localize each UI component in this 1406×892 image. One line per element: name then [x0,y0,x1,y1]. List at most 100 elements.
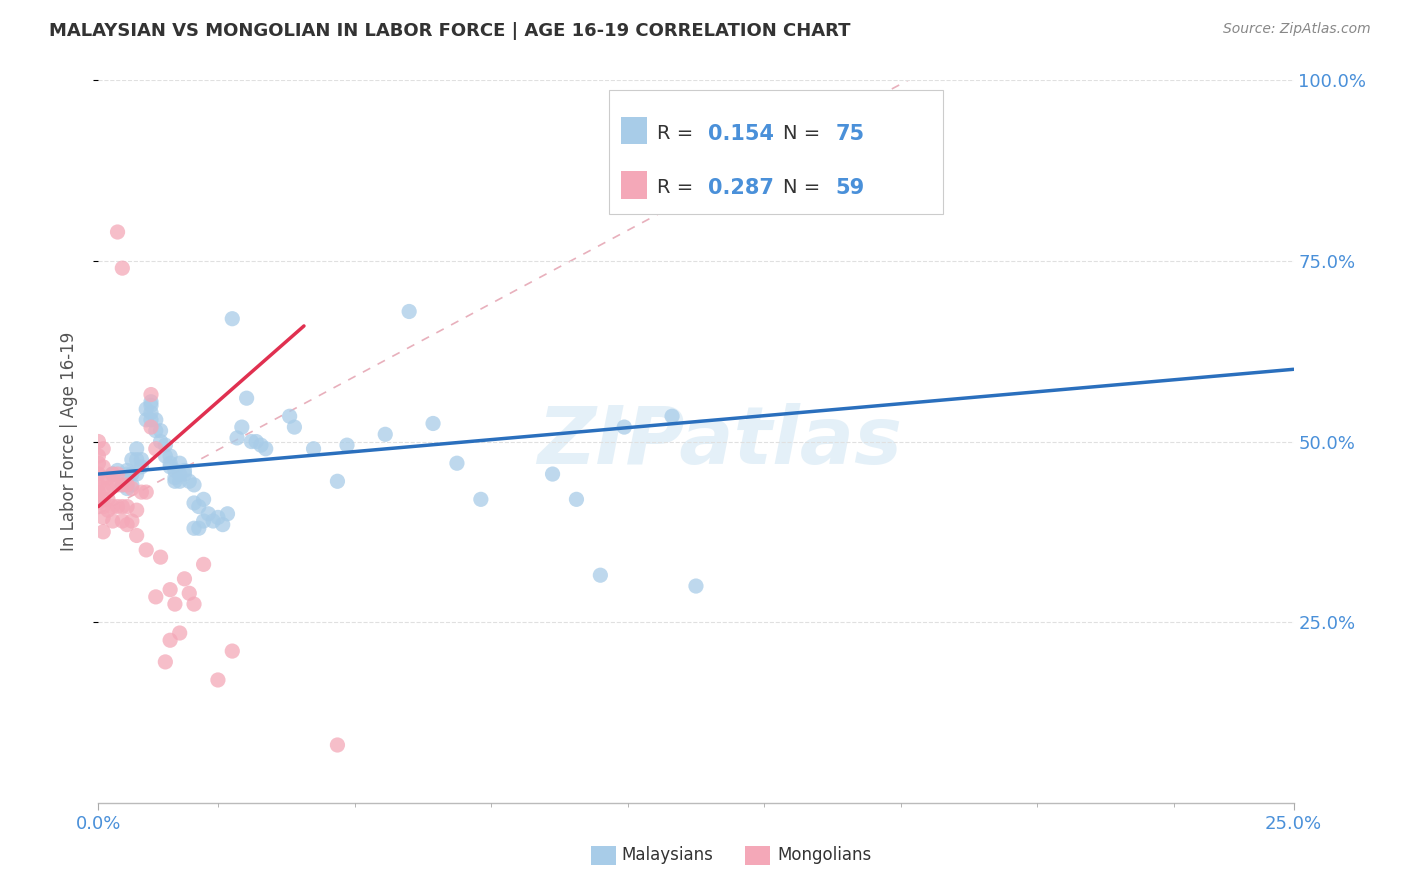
Point [101,467,124,481]
Point [470,492,492,507]
Bar [620,171,647,199]
Point [115,482,138,496]
Point [139,406,162,420]
Point [155,449,177,463]
Point [91,442,114,456]
Point [159,633,181,648]
Point [173,463,195,477]
Y-axis label: In Labor Force | Age 16-19: In Labor Force | Age 16-19 [59,332,77,551]
Point [101,514,124,528]
Point [183,597,205,611]
Point [685,579,707,593]
Text: Malaysians: Malaysians [621,847,713,864]
Point [145,442,167,456]
Text: 0.154: 0.154 [709,124,773,144]
Bar [620,117,647,145]
Point [183,521,205,535]
Text: Mongolians: Mongolians [778,847,872,864]
Point [231,420,253,434]
Point [163,597,186,611]
Point [101,500,124,514]
Point [101,478,124,492]
Point [207,510,229,524]
Point [221,311,243,326]
Text: MALAYSIAN VS MONGOLIAN IN LABOR FORCE | AGE 16-19 CORRELATION CHART: MALAYSIAN VS MONGOLIAN IN LABOR FORCE | … [49,22,851,40]
Point [326,738,349,752]
Point [125,467,148,481]
Point [107,478,129,492]
Point [183,496,205,510]
Text: Source: ZipAtlas.com: Source: ZipAtlas.com [1223,22,1371,37]
Point [115,500,138,514]
Point [139,413,162,427]
Point [398,304,420,318]
Point [97,492,120,507]
Point [111,500,134,514]
Point [91,459,114,474]
Point [187,521,209,535]
Point [159,456,181,470]
Point [446,456,468,470]
Point [173,572,195,586]
Point [155,655,177,669]
Point [211,517,233,532]
Point [245,434,267,449]
Point [565,492,588,507]
Text: ZIPatlas: ZIPatlas [537,402,903,481]
Point [336,438,359,452]
Point [254,442,277,456]
Text: 0.287: 0.287 [709,178,773,198]
Point [91,492,114,507]
Point [121,452,143,467]
Point [197,507,219,521]
Point [278,409,301,424]
Point [235,391,257,405]
Point [187,500,209,514]
Point [131,485,153,500]
Point [101,467,124,481]
Point [139,398,162,412]
Point [125,528,148,542]
Point [131,452,153,467]
Point [139,387,162,401]
Text: N =: N = [783,124,827,143]
Point [145,413,167,427]
Text: N =: N = [783,178,827,197]
Point [159,449,181,463]
Point [173,467,195,481]
Point [613,420,636,434]
Point [145,590,167,604]
Point [159,582,181,597]
Point [87,492,110,507]
Point [139,420,162,434]
Point [589,568,612,582]
Point [145,424,167,438]
Point [155,438,177,452]
Point [326,475,349,489]
Point [169,456,191,470]
Point [135,413,157,427]
Point [283,420,305,434]
Point [240,434,263,449]
Point [135,542,157,557]
Text: 59: 59 [835,178,865,198]
Point [193,492,215,507]
Point [135,402,157,417]
Point [107,500,129,514]
Point [91,482,114,496]
Point [121,482,143,496]
Point [169,467,191,481]
Point [163,470,186,484]
Point [87,478,110,492]
Point [202,514,225,528]
Point [121,514,143,528]
Point [179,586,201,600]
FancyBboxPatch shape [609,90,943,214]
Point [107,463,129,477]
Point [207,673,229,687]
Point [97,482,120,496]
Point [97,470,120,484]
Point [87,449,110,463]
Point [149,424,172,438]
Point [111,478,134,492]
